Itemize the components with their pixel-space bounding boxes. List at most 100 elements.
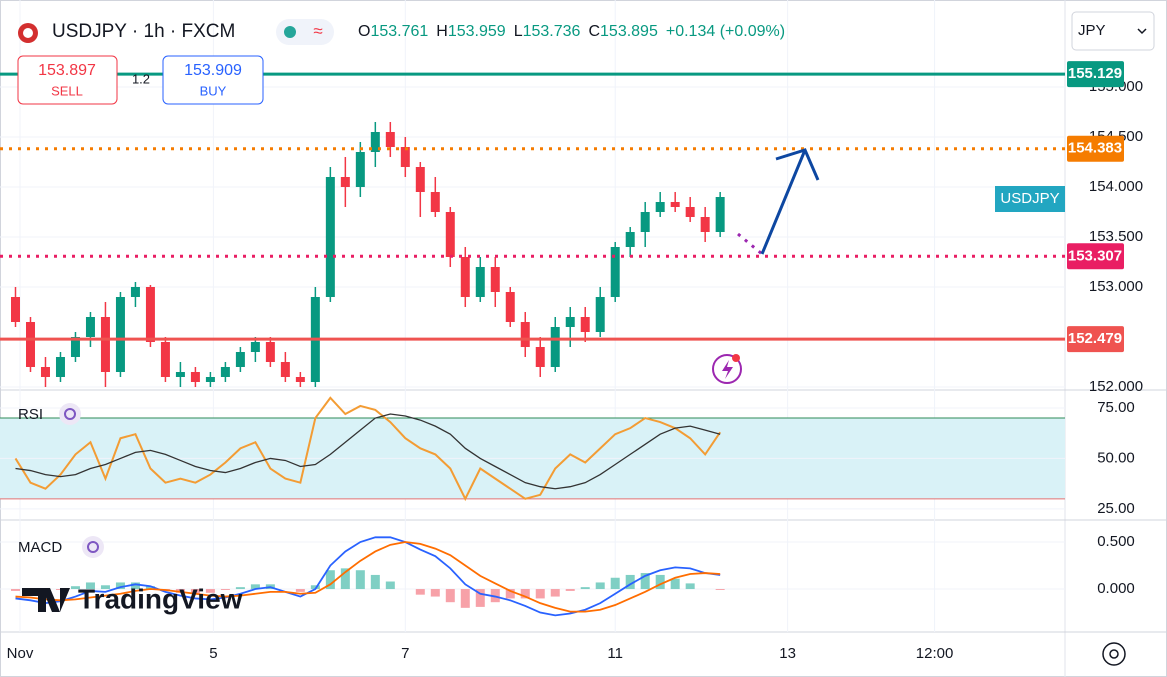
candle-body (250, 342, 260, 352)
candle-body (640, 212, 650, 232)
indicator-icon (64, 408, 76, 420)
y-tick-label: 0.000 (1097, 580, 1135, 597)
macd-histogram-bar (235, 587, 245, 590)
rsi-title: RSI (18, 406, 43, 423)
currency-dropdown[interactable] (1071, 11, 1155, 51)
candle-body (505, 292, 515, 322)
macd-histogram-bar (610, 577, 620, 590)
price-level-label: 154.383 (1068, 140, 1122, 157)
macd-histogram-bar (310, 585, 320, 590)
candle-body (175, 372, 185, 377)
macd-histogram-bar (355, 570, 365, 590)
macd-histogram-bar (325, 570, 335, 590)
macd-histogram-bar (670, 578, 680, 590)
buy-button[interactable] (162, 55, 264, 105)
price-level-tag (1067, 135, 1124, 162)
macd-histogram-bar (205, 589, 215, 593)
y-tick-label: 153.500 (1089, 228, 1143, 245)
y-tick-label: 152.000 (1089, 378, 1143, 395)
ohlc-label: C (588, 23, 600, 40)
candle-body (205, 377, 215, 382)
candle-body (565, 317, 575, 327)
candle-body (700, 217, 710, 232)
candle-body (265, 342, 275, 362)
candle-body (130, 287, 140, 297)
candle-body (10, 297, 20, 322)
candle-body (580, 317, 590, 332)
price-level-label: 155.129 (1068, 65, 1122, 82)
candle-body (160, 342, 170, 377)
candle-body (325, 177, 335, 297)
symbol-tag-text: USDJPY (1000, 190, 1059, 207)
candle-body (430, 192, 440, 212)
candle-body (235, 352, 245, 367)
macd-histogram-bar (100, 585, 110, 590)
macd-histogram-bar (505, 589, 515, 599)
candle-body (220, 367, 230, 377)
rsi-line (14, 396, 721, 502)
sell-button[interactable] (17, 55, 118, 105)
macd-histogram-bar (460, 589, 470, 608)
event-icon (722, 360, 733, 379)
macd-histogram-bar (340, 568, 350, 590)
macd-histogram-bar (655, 574, 665, 590)
candle-body (40, 367, 50, 377)
ohlc-value: 153.736 (523, 23, 581, 40)
ohlc-value: 153.895 (600, 23, 658, 40)
macd-histogram-bar (715, 589, 725, 590)
y-tick-label: 50.00 (1097, 449, 1135, 466)
macd-histogram-bar (550, 589, 560, 597)
macd-histogram-bar (370, 574, 380, 590)
macd-histogram-bar (385, 581, 395, 590)
macd-histogram-bar (190, 589, 200, 594)
macd-histogram-bar (565, 589, 575, 591)
candle-body (490, 267, 500, 292)
indicator-icon[interactable] (59, 403, 81, 425)
ohlc-label: H (436, 23, 448, 40)
macd-title: MACD (18, 539, 62, 556)
symbol-tag (995, 186, 1065, 212)
macd-histogram-bar (490, 589, 500, 603)
candle-body (715, 197, 725, 232)
ohlc-value: 153.761 (370, 23, 428, 40)
macd-histogram-bar (175, 589, 185, 593)
candle-body (280, 362, 290, 377)
price-level-label: 152.479 (1068, 330, 1122, 347)
macd-histogram-bar (535, 589, 545, 599)
candle-body (445, 212, 455, 257)
status-badge[interactable] (276, 19, 334, 45)
candle-body (415, 167, 425, 192)
macd-histogram-bar (475, 589, 485, 607)
macd-histogram-bar (10, 589, 20, 591)
candle-body (385, 132, 395, 147)
candle-body (625, 232, 635, 247)
candle-body (460, 257, 470, 297)
candle-body (670, 202, 680, 207)
ohlc-value: 153.959 (448, 23, 506, 40)
y-tick-label: 25.00 (1097, 500, 1135, 517)
x-tick-label: 12:00 (916, 645, 954, 662)
macd-histogram-bar (580, 587, 590, 590)
candle-body (55, 357, 65, 377)
settings-button[interactable] (1102, 642, 1126, 666)
candle-body (115, 297, 125, 372)
projection-arrow (760, 148, 820, 255)
price-level-label: 153.307 (1068, 247, 1122, 264)
candle-body (340, 177, 350, 187)
candle-body (85, 317, 95, 337)
spread: 1.2 (132, 71, 150, 86)
indicator-icon (87, 541, 99, 553)
candle-body (475, 267, 485, 297)
macd-histogram-bar (220, 589, 230, 590)
macd-histogram-bar (85, 582, 95, 590)
candle-body (295, 377, 305, 382)
x-tick-label: Nov (7, 645, 34, 662)
price-level-tag (1067, 243, 1124, 270)
macd-histogram-bar (250, 584, 260, 590)
candle-body (550, 327, 560, 367)
macd-histogram-bar (70, 586, 80, 590)
buy-price: 153.909 (184, 62, 242, 79)
indicator-icon[interactable] (82, 536, 104, 558)
